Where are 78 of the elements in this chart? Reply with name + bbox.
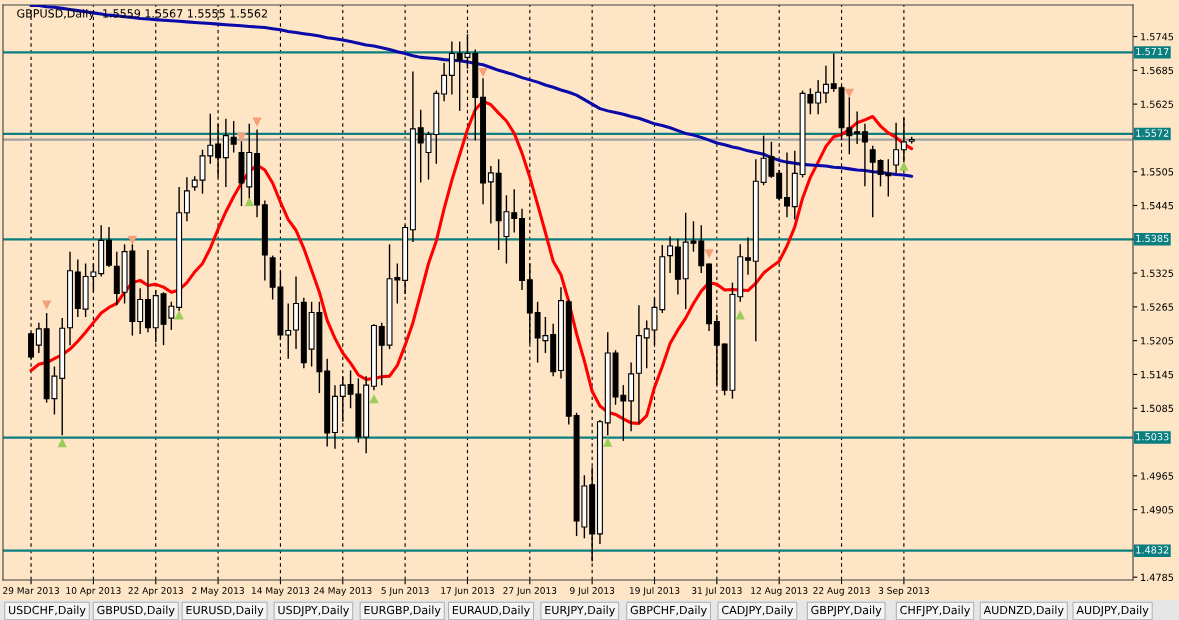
x-tick-label: 22 Aug 2013 <box>813 587 870 596</box>
text: EURAUD,Daily <box>452 605 530 617</box>
candlestick <box>487 165 494 225</box>
point <box>236 132 247 142</box>
y-tick-label: 1.5145 <box>1141 371 1174 379</box>
y-tick-label: 1.5445 <box>1141 202 1174 210</box>
text: GBPJPY,Daily <box>811 605 882 617</box>
x-tick-label: 5 Jun 2013 <box>381 587 429 596</box>
point <box>603 437 613 447</box>
candlestick <box>137 287 144 335</box>
x-tick-label: 17 Jun 2013 <box>441 587 494 596</box>
point <box>844 88 854 99</box>
candlestick <box>745 236 751 276</box>
y-tick-label: 1.5085 <box>1141 404 1174 413</box>
candlestick <box>28 331 35 360</box>
point <box>57 437 67 448</box>
candlestick <box>861 123 868 188</box>
text: EURJPY,Daily <box>545 605 615 617</box>
text: AUDNZD,Daily <box>983 605 1064 617</box>
candlestick <box>222 118 229 188</box>
y-tick-label: 1.4905 <box>1141 506 1174 514</box>
y-tick-label: 1.5745 <box>1141 33 1174 41</box>
candlestick <box>339 375 346 423</box>
text: EURGBP,Daily <box>364 605 441 617</box>
text: USDCHF,Daily <box>9 605 86 617</box>
candlestick <box>815 79 822 115</box>
point <box>899 161 909 171</box>
text: GBPCHF,Daily <box>630 605 707 617</box>
y-tick-label: 1.4965 <box>1141 472 1174 480</box>
y-tick-label: 1.4785 <box>1141 573 1174 582</box>
x-tick-label: 27 Jun 2013 <box>503 587 557 596</box>
text: USDJPY,Daily <box>278 605 350 617</box>
y-tick-label: 1.5205 <box>1141 337 1174 345</box>
point <box>174 310 184 320</box>
x-tick-label: 19 Jul 2013 <box>629 586 680 596</box>
y-tick-label: 1.5685 <box>1141 66 1174 75</box>
y-tick-label: 1.5625 <box>1141 100 1174 108</box>
candlestick <box>448 40 455 96</box>
x-tick-label: 12 Aug 2013 <box>751 587 808 596</box>
ref-line-label: 1.4832 <box>1136 546 1169 554</box>
point <box>127 235 138 246</box>
ref-line-label: 1.5572 <box>1136 129 1169 137</box>
text: CADJPY,Daily <box>721 605 794 617</box>
point <box>369 394 379 404</box>
ref-line-label: 1.5033 <box>1136 432 1169 441</box>
point <box>478 67 488 78</box>
candlestick <box>667 235 674 274</box>
x-tick-label: 14 May 2013 <box>251 587 310 596</box>
x-tick-label: 3 Sep 2013 <box>878 587 929 596</box>
x-tick-label: 22 Apr 2013 <box>128 587 183 596</box>
x-tick-label: 24 May 2013 <box>314 587 372 596</box>
y-tick-label: 1.5265 <box>1141 303 1174 311</box>
candlestick <box>854 110 861 145</box>
candlestick <box>893 122 900 175</box>
text: AUDJPY,Daily <box>1076 605 1149 617</box>
ref-line-label: 1.5717 <box>1136 47 1169 56</box>
point <box>41 300 52 310</box>
candlestick <box>183 176 190 222</box>
candlestick <box>230 120 237 154</box>
text: GBPUSD,Daily <box>97 605 175 617</box>
candlestick <box>822 65 829 104</box>
candlestick <box>784 151 790 219</box>
y-tick-label: 1.5325 <box>1141 269 1174 277</box>
chart-title: GBPUSD,Daily 1.5559 1.5567 1.5555 1.5562 <box>17 9 267 20</box>
x-tick-label: 29 Mar 2013 <box>3 587 59 594</box>
point <box>252 117 262 127</box>
x-tick-label: 9 Jul 2013 <box>570 586 615 596</box>
text: EURUSD,Daily <box>186 605 264 617</box>
candlestick <box>35 321 42 354</box>
candlestick <box>441 62 448 102</box>
x-tick-label: 10 Apr 2013 <box>66 587 121 596</box>
ref-line-label: 1.5385 <box>1136 234 1169 243</box>
text: CHFJPY,Daily <box>900 605 970 617</box>
y-tick-label: 1.5505 <box>1141 168 1174 176</box>
x-tick-label: 31 Jul 2013 <box>691 586 742 596</box>
point <box>704 249 714 259</box>
x-tick-label: 2 May 2013 <box>192 587 244 596</box>
line-series <box>29 99 914 425</box>
